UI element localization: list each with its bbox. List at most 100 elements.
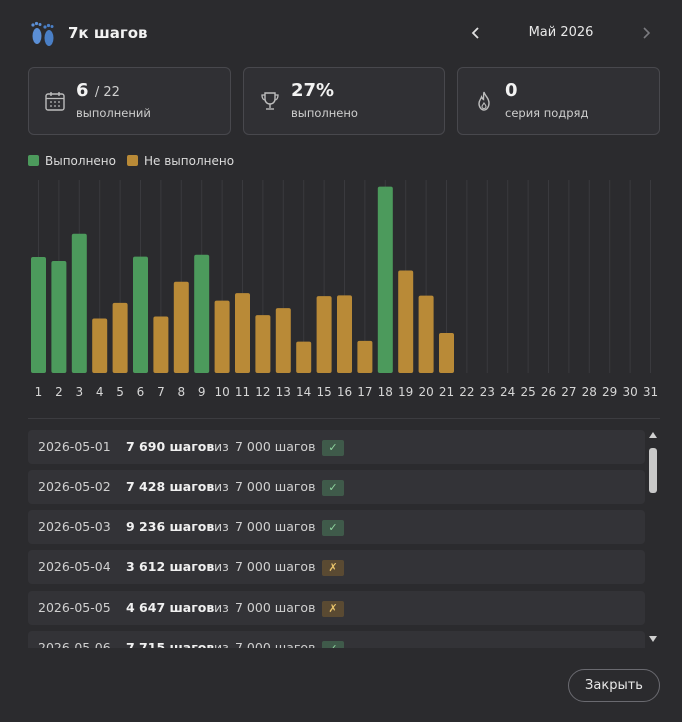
bar-day-5[interactable]	[112, 302, 128, 373]
row-goal: 7 000 шагов	[235, 640, 316, 648]
row-steps: 3 612 шагов	[126, 559, 215, 574]
bar-day-4[interactable]	[92, 318, 108, 373]
bar-day-6[interactable]	[133, 256, 148, 373]
x-tick-label: 12	[255, 385, 270, 399]
check-icon: ✓	[322, 480, 344, 496]
x-tick-label: 19	[398, 385, 413, 399]
list-item: 2026-05-06 7 715 шагов из 7 000 шагов ✓	[28, 631, 645, 648]
trophy-icon	[261, 92, 279, 110]
row-steps: 4 647 шагов	[126, 600, 215, 615]
row-separator: из	[214, 439, 229, 454]
x-tick-label: 26	[541, 385, 556, 399]
bar-day-10[interactable]	[214, 300, 230, 373]
x-tick-label: 18	[378, 385, 393, 399]
list-item: 2026-05-02 7 428 шагов из 7 000 шагов ✓	[28, 470, 645, 504]
scroll-up-arrow-icon[interactable]	[649, 432, 657, 438]
legend-label-not-done: Не выполнено	[144, 154, 235, 168]
x-tick-label: 31	[643, 385, 658, 399]
x-tick-label: 2	[55, 385, 63, 399]
bar-day-11[interactable]	[235, 293, 250, 373]
daily-log-list[interactable]: 2026-05-01 7 690 шагов из 7 000 шагов ✓ …	[28, 428, 645, 648]
row-date: 2026-05-03	[38, 519, 111, 534]
x-tick-label: 20	[418, 385, 433, 399]
stat-value: 6 / 22	[76, 80, 120, 101]
bar-day-16[interactable]	[337, 295, 352, 373]
chevron-right-icon[interactable]	[638, 22, 654, 44]
row-separator: из	[214, 479, 229, 494]
dialog-title: 7к шагов	[68, 24, 148, 42]
legend-swatch-not-done	[127, 155, 138, 166]
row-goal: 7 000 шагов	[235, 559, 316, 574]
row-date: 2026-05-05	[38, 600, 111, 615]
check-icon: ✓	[322, 440, 344, 456]
row-goal: 7 000 шагов	[235, 439, 316, 454]
month-label: Май 2026	[528, 25, 594, 40]
bar-day-19[interactable]	[398, 270, 414, 373]
list-item: 2026-05-01 7 690 шагов из 7 000 шагов ✓	[28, 430, 645, 464]
check-icon: ✓	[322, 520, 344, 536]
row-date: 2026-05-01	[38, 439, 111, 454]
bar-day-8[interactable]	[173, 281, 189, 373]
x-tick-label: 25	[520, 385, 535, 399]
row-steps: 9 236 шагов	[126, 519, 215, 534]
x-tick-label: 15	[316, 385, 331, 399]
x-tick-label: 8	[177, 385, 185, 399]
bar-day-7[interactable]	[153, 316, 169, 373]
calendar-icon	[45, 92, 65, 111]
daily-steps-chart: 1 2 3 4 5 6 7 8 9 10 11 12 13 14 15 16 17 18 19 20 21 22 23 24 2…	[31, 180, 658, 399]
stat-label: выполнено	[291, 106, 358, 120]
chevron-left-icon[interactable]	[468, 22, 484, 44]
bar-day-18[interactable]	[377, 186, 393, 373]
x-tick-label: 11	[235, 385, 250, 399]
legend-label-done: Выполнено	[45, 154, 116, 168]
bar-day-2[interactable]	[51, 260, 67, 373]
x-tick-label: 1	[35, 385, 43, 399]
check-icon: ✓	[322, 641, 344, 648]
stat-card-completions: 6 / 22 выполнений	[28, 67, 231, 135]
x-tick-label: 27	[561, 385, 576, 399]
close-button[interactable]: Закрыть	[568, 669, 660, 702]
row-separator: из	[214, 559, 229, 574]
bar-day-3[interactable]	[71, 233, 87, 373]
bar-day-14[interactable]	[296, 341, 312, 373]
bar-day-17[interactable]	[357, 340, 373, 373]
bar-day-13[interactable]	[275, 308, 291, 373]
list-scrollbar[interactable]	[647, 430, 659, 646]
cross-icon: ✗	[322, 601, 344, 617]
x-tick-label: 13	[276, 385, 291, 399]
row-separator: из	[214, 519, 229, 534]
x-tick-label: 21	[439, 385, 454, 399]
scroll-thumb[interactable]	[649, 448, 657, 493]
flame-icon	[478, 91, 490, 111]
row-goal: 7 000 шагов	[235, 479, 316, 494]
completions-total: / 22	[94, 85, 120, 100]
x-tick-label: 24	[500, 385, 515, 399]
bar-day-9[interactable]	[194, 254, 210, 373]
stat-label: выполнений	[76, 106, 151, 120]
legend-item-not-done: Не выполнено	[127, 154, 234, 168]
stat-card-percent: 27% выполнено	[243, 67, 445, 135]
row-steps: 7 715 шагов	[126, 640, 215, 648]
bar-day-12[interactable]	[255, 315, 271, 373]
x-tick-label: 9	[198, 385, 206, 399]
bar-day-21[interactable]	[439, 333, 454, 373]
stat-card-streak: 0 серия подряд	[457, 67, 660, 135]
row-separator: из	[214, 640, 229, 648]
x-tick-label: 30	[622, 385, 637, 399]
bar-day-1[interactable]	[31, 257, 46, 373]
scroll-down-arrow-icon[interactable]	[649, 636, 657, 642]
x-tick-label: 17	[357, 385, 372, 399]
list-item: 2026-05-04 3 612 шагов из 7 000 шагов ✗	[28, 550, 645, 584]
row-separator: из	[214, 600, 229, 615]
x-tick-label: 28	[582, 385, 597, 399]
legend-item-done: Выполнено	[28, 154, 116, 168]
cross-icon: ✗	[322, 560, 344, 576]
x-tick-label: 7	[157, 385, 165, 399]
row-date: 2026-05-06	[38, 640, 111, 648]
percent-value: 27%	[291, 80, 335, 101]
bar-day-15[interactable]	[316, 296, 332, 373]
x-tick-label: 3	[75, 385, 83, 399]
footprints-icon	[31, 21, 54, 46]
bar-day-20[interactable]	[418, 295, 434, 373]
list-item: 2026-05-03 9 236 шагов из 7 000 шагов ✓	[28, 510, 645, 544]
